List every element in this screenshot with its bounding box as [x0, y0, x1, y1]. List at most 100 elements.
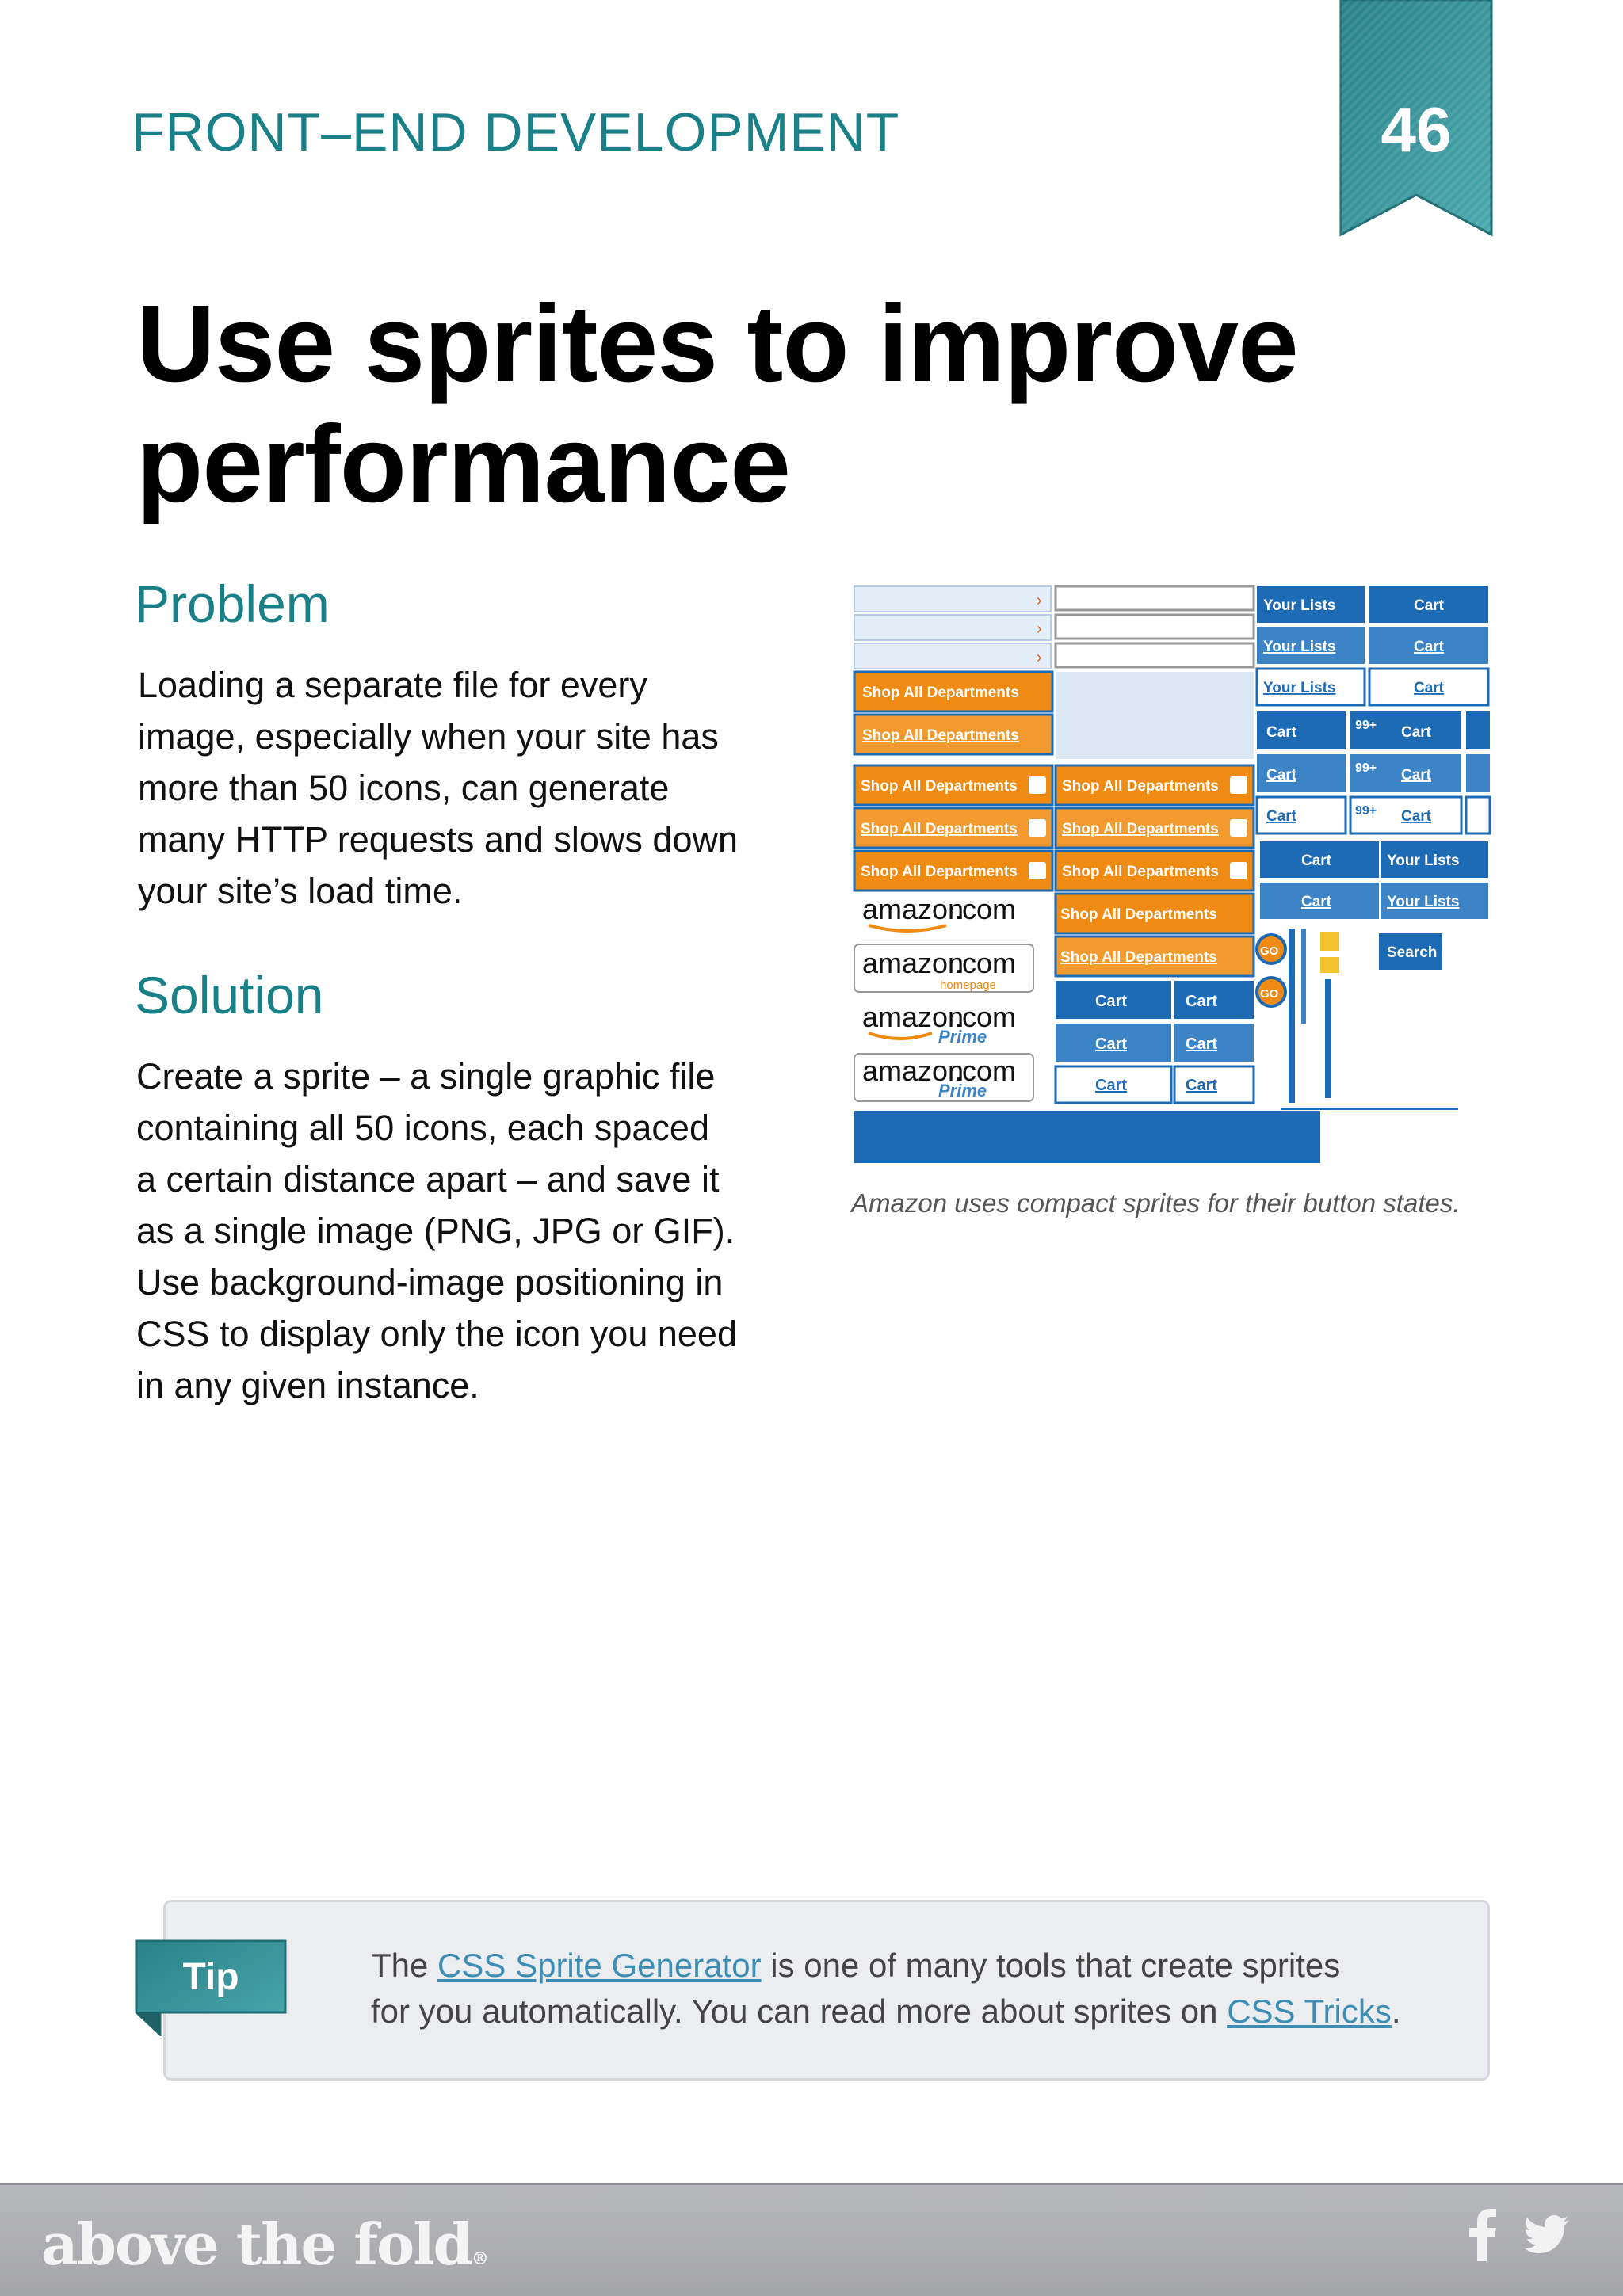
- shop-label: Shop All Departments: [861, 864, 1018, 880]
- facebook-icon[interactable]: [1468, 2209, 1496, 2265]
- shop-label: Shop All Departments: [1060, 906, 1217, 923]
- svg-text:›: ›: [1037, 649, 1042, 666]
- lists-label: Your Lists: [1263, 597, 1336, 614]
- shop-label: Shop All Departments: [1062, 821, 1219, 837]
- cart-label: Cart: [1401, 767, 1432, 784]
- cart-label: Cart: [1186, 1077, 1217, 1094]
- lists-label: Your Lists: [1387, 894, 1460, 910]
- cart-label: Cart: [1301, 894, 1332, 910]
- tip-line-2: for you automatically. You can read more…: [371, 1989, 1465, 2035]
- brand-text: above the fold: [41, 2210, 473, 2278]
- logo-suffix: .com: [954, 1055, 1016, 1087]
- tip-text-part: for you automatically. You can read more…: [371, 1993, 1228, 2030]
- problem-text: Loading a separate file for every image,…: [138, 659, 867, 917]
- logo-text: amazon: [862, 947, 964, 979]
- cart-label: Cart: [1186, 1035, 1217, 1053]
- go-label: GO: [1260, 944, 1279, 958]
- cart-label: Cart: [1266, 808, 1297, 825]
- cart-label: Cart: [1095, 993, 1127, 1010]
- problem-line: image, especially when your site has: [138, 716, 719, 757]
- solution-line: Use background-image positioning in: [136, 1262, 724, 1302]
- solution-text: Create a sprite – a single graphic file …: [136, 1051, 865, 1411]
- blue-bar: [854, 1111, 1320, 1163]
- cart-label: Cart: [1401, 724, 1432, 741]
- shop-buttons-middle: Shop All Departments Shop All Department…: [1054, 764, 1255, 978]
- logo-suffix: .com: [954, 947, 1016, 979]
- cart-label: Cart: [1186, 993, 1217, 1010]
- lists-cart-top: Your Lists Cart Your Lists Cart Your Lis…: [1255, 586, 1490, 707]
- figure-caption: Amazon uses compact sprites for their bu…: [851, 1188, 1461, 1218]
- page-number: 46: [1381, 94, 1452, 165]
- lists-label: Your Lists: [1263, 639, 1336, 655]
- solution-line: containing all 50 icons, each spaced: [136, 1108, 709, 1148]
- logo-text: amazon: [862, 1055, 964, 1087]
- lists-label: Your Lists: [1263, 680, 1336, 696]
- shop-label: Shop All Departments: [861, 778, 1018, 795]
- cart-lists-lower: Cart Your Lists Cart Your Lists: [1260, 841, 1488, 919]
- sprite-image: › › › Shop All Departments Shop All Depa…: [853, 583, 1493, 1169]
- cart-label: Cart: [1414, 639, 1445, 655]
- brand-logo: above the fold®: [41, 2210, 489, 2278]
- problem-line: Loading a separate file for every: [138, 665, 647, 705]
- cart-label: Cart: [1095, 1077, 1127, 1094]
- twitter-icon[interactable]: [1525, 2215, 1569, 2257]
- page-ribbon: [1339, 0, 1493, 238]
- shop-label: Shop All Departments: [1062, 864, 1219, 880]
- solution-line: Create a sprite – a single graphic file: [136, 1056, 716, 1097]
- logo-text: amazon: [862, 1001, 964, 1033]
- svg-text:›: ›: [1037, 620, 1042, 638]
- badge-cart-buttons: Cart 99+ Cart Cart 99+ Cart Cart 99+ Car…: [1255, 711, 1491, 835]
- problem-line: your site’s load time.: [138, 871, 463, 911]
- problem-heading: Problem: [135, 574, 330, 633]
- svg-text:›: ›: [1037, 592, 1042, 609]
- solution-heading: Solution: [135, 966, 324, 1024]
- homepage-label: homepage: [940, 978, 996, 992]
- css-tricks-link[interactable]: CSS Tricks: [1227, 1993, 1392, 2030]
- solution-line: a certain distance apart – and save it: [136, 1159, 720, 1199]
- cart-label: Cart: [1414, 680, 1445, 696]
- problem-line: more than 50 icons, can generate: [138, 768, 670, 808]
- prime-label: Prime: [938, 1027, 987, 1047]
- prime-label: Prime: [938, 1081, 987, 1100]
- badge-label: 99+: [1355, 761, 1377, 775]
- tip-label: Tip: [182, 1956, 239, 1998]
- cart-label: Cart: [1414, 597, 1445, 614]
- go-label: GO: [1260, 987, 1279, 1001]
- footer: above the fold®: [0, 2183, 1623, 2296]
- cart-label: Cart: [1266, 767, 1297, 784]
- shop-label: Shop All Departments: [1062, 778, 1219, 795]
- tip-text-part: .: [1391, 1993, 1401, 2030]
- section-title: FRONT–END DEVELOPMENT: [132, 102, 900, 162]
- shop-label: Shop All Departments: [1060, 949, 1217, 966]
- cart-label: Cart: [1095, 1035, 1127, 1053]
- amazon-logos: amazon .com amazon .com homepage amazon …: [854, 893, 1034, 1102]
- tip-text-part: The: [371, 1947, 438, 1984]
- tip-box: [163, 1900, 1490, 2081]
- go-search-icons: GO GO Search: [1255, 929, 1458, 1110]
- problem-line: many HTTP requests and slows down: [138, 819, 739, 860]
- gray-bars: [1054, 585, 1255, 759]
- shop-label: Shop All Departments: [861, 821, 1018, 837]
- solution-line: CSS to display only the icon you need: [136, 1314, 737, 1354]
- logo-text: amazon: [862, 893, 964, 925]
- cart-label: Cart: [1401, 808, 1432, 825]
- light-bars: › › ›: [854, 585, 1052, 669]
- page-title: Use sprites to improve performance: [136, 283, 1299, 525]
- badge-label: 99+: [1355, 804, 1377, 818]
- lists-label: Your Lists: [1387, 852, 1460, 869]
- cart-buttons-middle: Cart Cart Cart Cart Cart Cart: [1054, 981, 1255, 1104]
- tip-line-1: The CSS Sprite Generator is one of many …: [371, 1943, 1465, 1989]
- search-label: Search: [1387, 944, 1437, 961]
- badge-label: 99+: [1355, 719, 1377, 732]
- shop-label: Shop All Departments: [862, 685, 1019, 701]
- shop-buttons-left: Shop All Departments Shop All Department…: [853, 670, 1054, 892]
- tip-text-part: is one of many tools that create sprites: [761, 1947, 1341, 1984]
- tip-text: The CSS Sprite Generator is one of many …: [371, 1943, 1465, 2035]
- logo-suffix: .com: [954, 893, 1016, 925]
- css-sprite-generator-link[interactable]: CSS Sprite Generator: [437, 1947, 762, 1984]
- tip-flag: [135, 1939, 287, 2038]
- brand-mark: ®: [471, 2248, 489, 2269]
- cart-label: Cart: [1301, 852, 1332, 869]
- solution-line: as a single image (PNG, JPG or GIF).: [136, 1211, 735, 1251]
- logo-suffix: .com: [954, 1001, 1016, 1033]
